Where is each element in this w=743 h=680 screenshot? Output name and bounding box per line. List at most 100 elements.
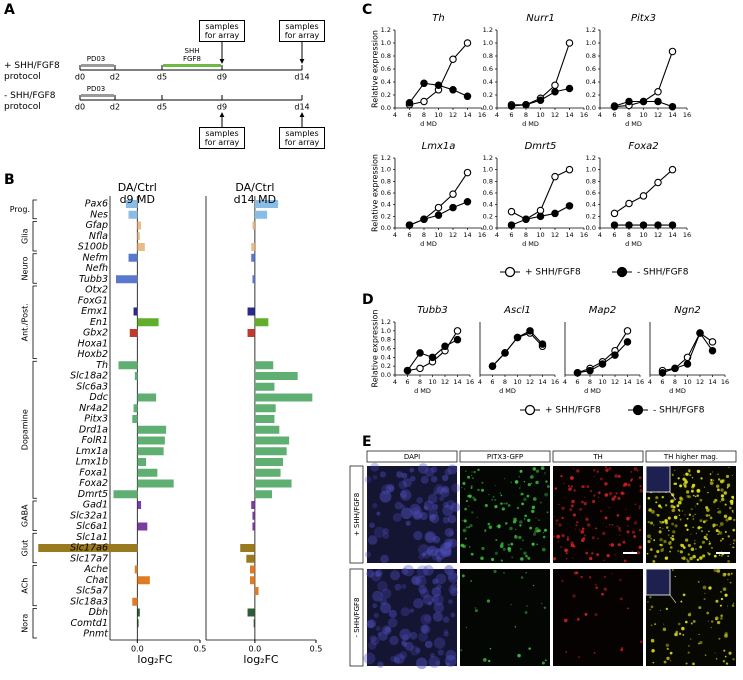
cell-signal <box>449 588 458 597</box>
bar <box>254 490 272 499</box>
y-tick-label: 1.2 <box>381 154 391 162</box>
cell-signal <box>724 503 727 506</box>
cell-signal <box>613 495 617 499</box>
bar <box>137 232 140 241</box>
cell-signal <box>436 584 442 590</box>
cell-signal <box>596 553 600 557</box>
cell-signal <box>662 548 664 550</box>
cell-signal <box>722 587 727 591</box>
data-point <box>551 209 559 218</box>
cell-signal <box>660 548 664 552</box>
x-tick-label: 10 <box>428 378 436 386</box>
cell-signal <box>431 587 442 597</box>
cell-signal <box>440 546 452 558</box>
x-axis-label: log₂FC <box>137 653 173 666</box>
cell-signal <box>423 505 429 511</box>
cell-signal <box>593 652 596 654</box>
cell-signal <box>503 503 505 505</box>
group-bracket <box>32 608 37 639</box>
x-tick-label: 4 <box>495 231 499 239</box>
x-tick-label: 4 <box>478 378 482 386</box>
cell-signal <box>573 571 577 575</box>
cell-signal <box>687 469 691 472</box>
cell-signal <box>532 497 537 501</box>
cell-signal <box>520 557 524 561</box>
cell-signal <box>435 573 447 585</box>
cell-signal <box>510 481 513 484</box>
cell-signal <box>688 645 690 647</box>
cell-signal <box>413 530 423 541</box>
day-label: d2 <box>110 73 120 82</box>
data-point <box>522 215 530 224</box>
cell-signal <box>605 468 609 472</box>
cell-signal <box>608 506 610 509</box>
cell-signal <box>401 634 409 642</box>
cell-signal <box>716 569 721 573</box>
cell-signal <box>421 624 431 634</box>
cell-signal <box>723 491 728 495</box>
cell-signal <box>531 482 533 484</box>
cell-signal <box>647 601 649 603</box>
x-tick-label: 4 <box>648 378 652 386</box>
y-tick-label: 1.0 <box>586 166 596 174</box>
data-point <box>696 329 704 337</box>
cell-signal <box>420 624 429 633</box>
cell-signal <box>491 498 493 501</box>
cell-signal <box>716 524 718 526</box>
cell-signal <box>409 608 415 613</box>
x-tick-label: 8 <box>503 378 507 386</box>
x-tick-label: 8 <box>422 231 426 239</box>
bar <box>254 200 279 208</box>
cell-signal <box>721 537 724 540</box>
data-point <box>536 212 545 221</box>
data-point <box>639 97 648 106</box>
cell-signal <box>591 536 595 540</box>
cell-signal <box>440 487 450 498</box>
bar <box>254 393 313 402</box>
cell-signal <box>418 585 427 594</box>
bar <box>254 479 292 488</box>
cell-signal <box>572 513 576 517</box>
legend-marker <box>504 266 516 278</box>
cell-signal <box>415 647 421 653</box>
cell-signal <box>599 509 603 513</box>
cell-signal <box>417 544 430 556</box>
cell-signal <box>418 631 428 642</box>
cell-signal <box>696 469 701 474</box>
x-tick-label: 10 <box>598 378 606 386</box>
group-bracket <box>32 500 37 531</box>
cell-signal <box>715 484 720 488</box>
bar <box>137 243 145 251</box>
cell-signal <box>665 643 670 647</box>
cell-signal <box>650 605 654 609</box>
cell-signal <box>671 522 675 526</box>
cell-signal <box>611 573 613 575</box>
cell-signal <box>423 614 432 623</box>
cell-signal <box>627 525 629 527</box>
cell-signal <box>690 622 693 625</box>
chart-title: Nurr1 <box>526 13 554 24</box>
cell-signal <box>390 570 401 581</box>
y-tick-label: 0.4 <box>586 201 596 209</box>
cell-signal <box>692 515 694 517</box>
cell-signal <box>597 491 601 495</box>
bar <box>254 468 281 477</box>
x-tick-label: 8 <box>422 111 426 119</box>
x-tick-label: 14 <box>565 111 573 119</box>
cell-signal <box>450 582 458 591</box>
category-label: Slc17a7 <box>70 553 108 564</box>
cell-signal <box>656 513 660 517</box>
cell-signal <box>544 473 546 475</box>
cell-signal <box>639 489 643 493</box>
cell-signal <box>405 520 411 526</box>
bar <box>137 576 150 585</box>
bar <box>251 243 255 251</box>
y-tick-label: 0.6 <box>381 65 391 73</box>
day-label: d0 <box>75 103 85 112</box>
cell-signal <box>464 507 467 511</box>
cell-signal <box>705 538 708 541</box>
cell-signal <box>659 609 662 612</box>
cell-signal <box>581 500 584 504</box>
cell-signal <box>679 550 683 554</box>
